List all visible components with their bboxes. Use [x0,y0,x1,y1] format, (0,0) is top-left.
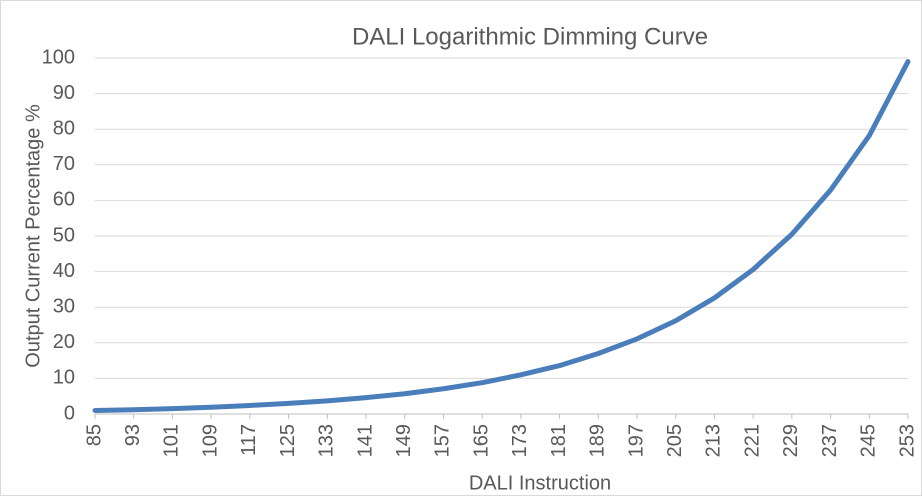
y-tick-label: 80 [53,117,75,139]
x-tick-label: 117 [238,424,260,456]
data-line [92,59,911,413]
x-tick-label: 221 [741,424,763,457]
y-tick-label: 20 [53,331,75,353]
x-tick-label: 213 [703,424,725,457]
y-axis-label: Output Current Percentage % [22,104,44,368]
x-tick-label: 101 [161,424,183,457]
x-tick-label: 133 [316,424,338,457]
y-tick-label: 70 [53,153,75,175]
x-tick-label: 173 [509,424,531,457]
x-tick-label: 165 [470,424,492,457]
x-tick-label: 189 [587,424,609,457]
y-tick-label: 30 [53,295,75,317]
x-axis-label: DALI Instruction [469,472,611,494]
x-tick-label: 157 [432,424,454,457]
y-tick-label: 60 [53,189,75,211]
x-tick-label: 141 [354,424,376,457]
y-tick-label: 0 [64,402,75,424]
x-tick-label: 229 [780,424,802,457]
y-tick-label: 100 [42,46,75,68]
x-tick-label: 237 [819,424,841,457]
x-tick-label: 205 [664,424,686,457]
x-tick-label: 181 [548,424,570,457]
x-tick-label: 149 [393,424,415,457]
x-tick-label: 245 [858,424,880,457]
x-tick-label: 253 [896,424,918,457]
y-tick-label: 10 [53,367,75,389]
y-tick-label: 40 [53,260,75,282]
y-tick-label: 90 [53,82,75,104]
x-tick-label: 85 [83,424,105,446]
x-tick-label: 197 [625,424,647,457]
y-tick-label: 50 [53,224,75,246]
chart-title: DALI Logarithmic Dimming Curve [352,23,708,50]
x-tick-label: 125 [277,424,299,457]
x-tick-label: 93 [122,424,144,446]
x-tick-label: 109 [199,424,221,457]
